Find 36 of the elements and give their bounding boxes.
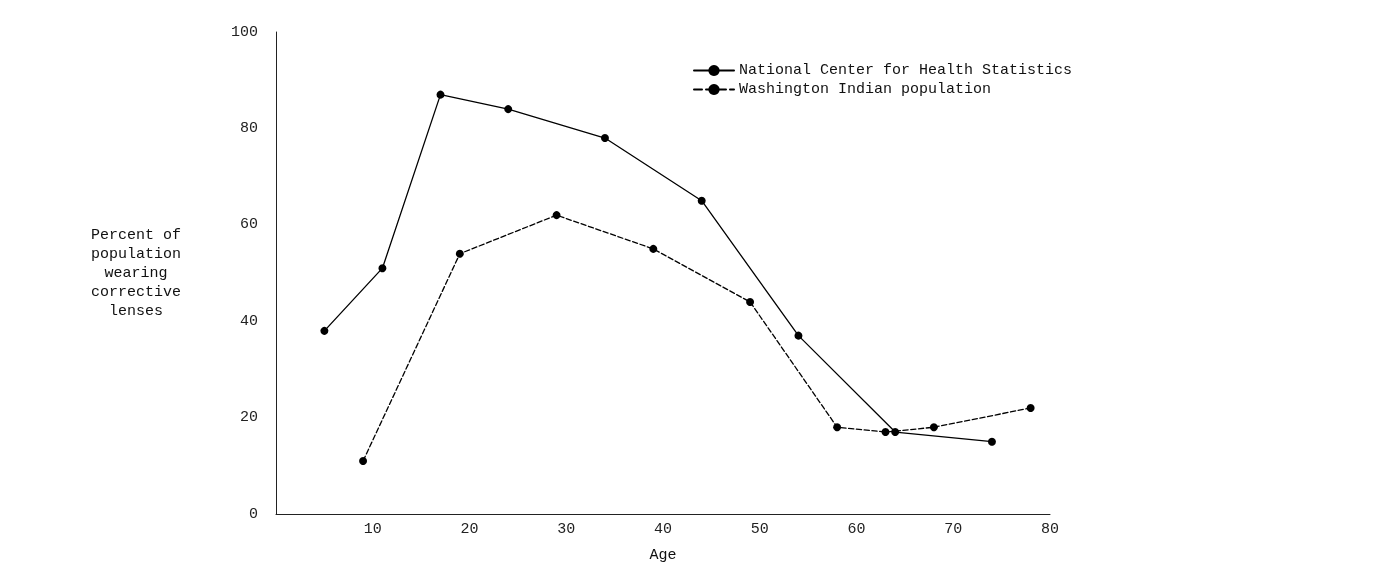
x-tick-label: 40 (653, 521, 673, 538)
y-tick-label: 60 (239, 216, 258, 234)
y-tick-label: 0 (248, 505, 258, 523)
point (359, 456, 368, 465)
point (504, 105, 513, 114)
point (833, 423, 842, 432)
y-tick-label: 40 (239, 312, 258, 330)
x-tick-label: 50 (750, 521, 769, 538)
y-axis-title: Percent of population wearing corrective lenses (90, 226, 182, 320)
x-tick-label: 20 (460, 521, 479, 538)
y-tick-label: 20 (239, 409, 258, 427)
point (436, 90, 445, 99)
x-tick-label: 60 (847, 521, 866, 538)
legend-label: National Center for Health Statistics (739, 62, 1073, 79)
x-tick-label: 30 (557, 521, 576, 538)
point (929, 423, 938, 432)
x-tick-label: 80 (1040, 521, 1060, 538)
point (746, 297, 755, 306)
point (378, 264, 387, 273)
x-tick-label: 70 (944, 521, 963, 538)
y-tick-label: 100 (230, 23, 258, 41)
point (881, 428, 890, 437)
point (455, 249, 464, 258)
point (1026, 403, 1035, 412)
point (649, 244, 658, 253)
point (794, 331, 803, 340)
legend-label: Washington Indian population (739, 81, 992, 98)
x-tick-label: 10 (363, 521, 382, 538)
point (552, 211, 561, 220)
y-tick-label: 80 (239, 119, 258, 137)
point (891, 428, 900, 437)
point (987, 437, 996, 446)
point (697, 196, 706, 205)
x-axis-title: Age (649, 547, 677, 564)
point (600, 134, 609, 143)
point (320, 326, 329, 335)
